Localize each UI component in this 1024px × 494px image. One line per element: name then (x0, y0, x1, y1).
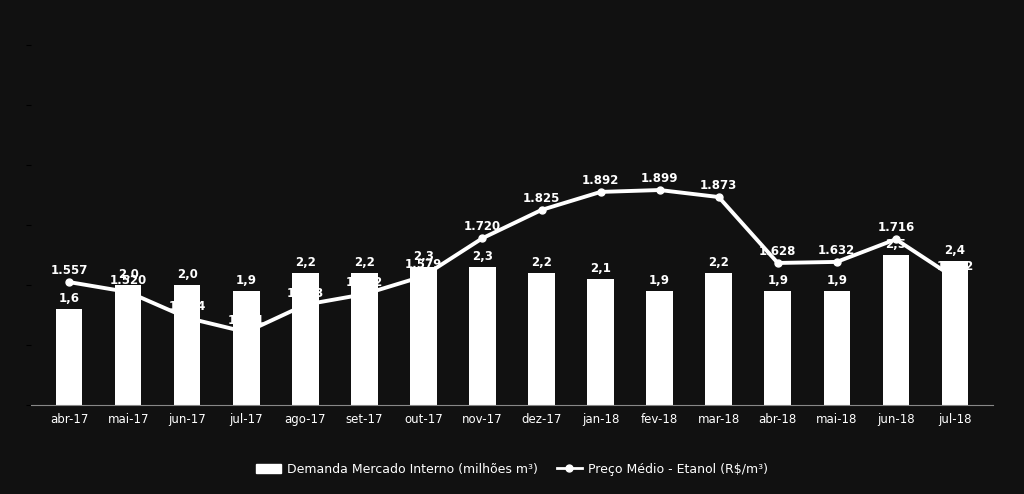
Bar (706, 273, 732, 405)
Bar (411, 267, 436, 405)
Text: 1,9: 1,9 (826, 274, 847, 287)
Bar (765, 291, 791, 405)
Text: 2,0: 2,0 (177, 268, 198, 281)
Text: 1.371: 1.371 (227, 314, 265, 328)
Text: 2,1: 2,1 (590, 262, 611, 275)
Text: 2,2: 2,2 (295, 256, 315, 269)
Bar (233, 291, 259, 405)
Text: 1.628: 1.628 (759, 245, 797, 258)
Text: 1.572: 1.572 (936, 260, 974, 273)
Text: 1.720: 1.720 (464, 220, 501, 233)
Text: 1.873: 1.873 (700, 179, 737, 192)
Text: 1.557: 1.557 (50, 264, 88, 277)
Text: 2,3: 2,3 (472, 250, 493, 263)
Text: 2,3: 2,3 (413, 250, 434, 263)
Text: 1.632: 1.632 (818, 244, 855, 257)
Legend: Demanda Mercado Interno (milhões m³), Preço Médio - Etanol (R$/m³): Demanda Mercado Interno (milhões m³), Pr… (251, 458, 773, 481)
Bar (351, 273, 378, 405)
Text: 1.892: 1.892 (582, 174, 620, 187)
Bar (469, 267, 496, 405)
Bar (942, 261, 968, 405)
Text: 1,9: 1,9 (767, 274, 788, 287)
Text: 1.716: 1.716 (878, 221, 914, 235)
Text: 1.579: 1.579 (404, 258, 442, 271)
Text: 1,9: 1,9 (236, 274, 257, 287)
Bar (588, 279, 613, 405)
Bar (56, 309, 82, 405)
Bar (528, 273, 555, 405)
Text: 1.899: 1.899 (641, 172, 678, 185)
Text: 1.520: 1.520 (110, 274, 146, 287)
Text: 1.424: 1.424 (169, 300, 206, 313)
Bar (292, 273, 318, 405)
Bar (115, 285, 141, 405)
Text: 2,4: 2,4 (944, 244, 966, 257)
Text: 1.512: 1.512 (346, 276, 383, 289)
Text: 2,0: 2,0 (118, 268, 138, 281)
Bar (174, 285, 201, 405)
Bar (883, 255, 909, 405)
Text: 1,9: 1,9 (649, 274, 670, 287)
Text: 2,2: 2,2 (531, 256, 552, 269)
Text: 1.825: 1.825 (523, 192, 560, 205)
Bar (646, 291, 673, 405)
Bar (823, 291, 850, 405)
Text: 2,2: 2,2 (354, 256, 375, 269)
Text: 2,2: 2,2 (709, 256, 729, 269)
Text: 1.473: 1.473 (287, 287, 324, 300)
Text: 1,6: 1,6 (58, 292, 80, 305)
Text: 2,5: 2,5 (886, 238, 906, 251)
